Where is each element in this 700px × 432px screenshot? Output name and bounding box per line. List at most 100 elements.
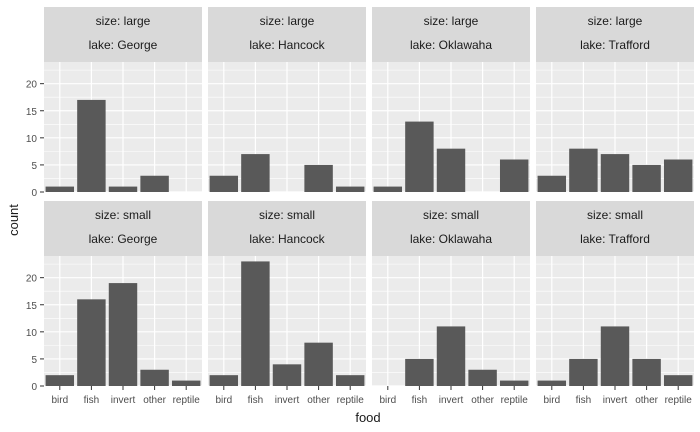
x-axis-title: food: [355, 410, 380, 425]
facet-strip-size-label: size: large: [96, 14, 151, 28]
facet-panel: size: small lake: Oklawaha: [372, 201, 530, 387]
y-tick-label: 0: [31, 382, 37, 393]
bar-fish: [77, 99, 106, 192]
bar-bird: [209, 375, 239, 386]
x-tick-label: bird: [215, 395, 232, 406]
bar-other: [140, 369, 169, 386]
y-tick-label: 5: [31, 355, 37, 366]
bar-reptile: [171, 380, 201, 386]
bar-bird: [209, 175, 239, 192]
bar-reptile: [499, 380, 529, 386]
x-tick-label: fish: [84, 395, 100, 406]
x-tick-label: reptile: [665, 395, 693, 406]
x-axes: bird fish invert other reptile bird fish invert…: [51, 386, 692, 406]
bar-fish: [569, 148, 598, 192]
facet-strip-size-label: size: small: [95, 208, 151, 222]
facet-strip-size-label: size: small: [423, 208, 479, 222]
x-tick-label: bird: [543, 395, 560, 406]
x-tick-label: invert: [439, 395, 464, 406]
x-tick-label: other: [307, 395, 330, 406]
bar-bird: [537, 175, 567, 192]
bar-bird: [45, 186, 75, 192]
bar-other: [304, 342, 333, 386]
bar-invert: [108, 283, 138, 386]
bar-bird: [537, 380, 567, 386]
facet-strip-size-label: size: small: [259, 208, 315, 222]
facet-strip: [208, 7, 366, 62]
x-tick-label: reptile: [501, 395, 529, 406]
y-axes: 0 5 10 15 20 0 5 10 15 20: [26, 80, 44, 393]
y-tick-label: 15: [26, 107, 38, 118]
x-tick-label: fish: [412, 395, 428, 406]
bar-reptile: [335, 186, 365, 192]
facet-strip-lake-label: lake: George: [89, 38, 158, 52]
y-tick-label: 10: [26, 134, 38, 145]
y-tick-label: 5: [31, 161, 37, 172]
facet-strip-lake-label: lake: Hancock: [249, 38, 325, 52]
facet-strip-lake-label: lake: Trafford: [580, 232, 650, 246]
facet-strip-size-label: size: large: [260, 14, 315, 28]
facet-strip: [208, 201, 366, 256]
facet-strip-lake-label: lake: George: [89, 232, 158, 246]
bar-other: [304, 164, 333, 192]
facet-strip-size-label: size: large: [424, 14, 479, 28]
facet-strip-lake-label: lake: Oklawaha: [410, 232, 492, 246]
x-tick-label: reptile: [173, 395, 201, 406]
facet-panel: size: large lake: Trafford: [536, 7, 694, 193]
facet-strip: [44, 7, 202, 62]
x-tick-label: bird: [51, 395, 68, 406]
facet-strip: [372, 7, 530, 62]
facet-strip: [44, 201, 202, 256]
x-tick-label: other: [471, 395, 494, 406]
facet-panel: size: small lake: George: [44, 201, 202, 387]
y-tick-label: 20: [26, 274, 38, 285]
facet-strip: [536, 201, 694, 256]
bar-bird: [45, 375, 75, 386]
bar-other: [468, 369, 497, 386]
bar-invert: [272, 364, 302, 386]
y-tick-label: 0: [31, 188, 37, 199]
bar-fish: [405, 358, 434, 386]
facet-strip: [536, 7, 694, 62]
x-tick-label: fish: [576, 395, 592, 406]
y-tick-label: 20: [26, 80, 38, 91]
bar-other: [632, 358, 661, 386]
bar-invert: [436, 148, 466, 192]
bar-fish: [241, 154, 270, 192]
y-tick-label: 15: [26, 301, 38, 312]
x-tick-label: invert: [275, 395, 300, 406]
facet-strip: [372, 201, 530, 256]
x-tick-label: reptile: [337, 395, 365, 406]
bar-invert: [600, 154, 630, 192]
bar-other: [632, 164, 661, 192]
facet-strip-lake-label: lake: Trafford: [580, 38, 650, 52]
bar-fish: [77, 299, 106, 386]
facet-strip-lake-label: lake: Oklawaha: [410, 38, 492, 52]
facet-panels: size: large lake: George size: large lake: …: [44, 7, 694, 387]
bar-other: [140, 175, 169, 192]
x-tick-label: invert: [603, 395, 628, 406]
facet-panel: size: large lake: Oklawaha: [372, 7, 530, 193]
bar-reptile: [335, 375, 365, 386]
facet-strip-size-label: size: large: [588, 14, 643, 28]
bar-bird: [373, 186, 403, 192]
x-tick-label: invert: [111, 395, 136, 406]
facet-panel: size: small lake: Hancock: [208, 201, 366, 387]
facet-panel: size: small lake: Trafford: [536, 201, 694, 387]
bar-invert: [108, 186, 138, 192]
bar-invert: [600, 326, 630, 386]
bar-invert: [436, 326, 466, 386]
bar-reptile: [663, 159, 693, 192]
x-tick-label: fish: [248, 395, 264, 406]
y-axis-title: count: [6, 204, 21, 236]
bar-fish: [405, 121, 434, 192]
facet-panel: size: large lake: George: [44, 7, 202, 193]
y-tick-label: 10: [26, 328, 38, 339]
x-tick-label: other: [143, 395, 166, 406]
bar-reptile: [663, 375, 693, 386]
x-tick-label: other: [635, 395, 658, 406]
bar-fish: [241, 261, 270, 386]
x-tick-label: bird: [379, 395, 396, 406]
facet-strip-lake-label: lake: Hancock: [249, 232, 325, 246]
bar-fish: [569, 358, 598, 386]
